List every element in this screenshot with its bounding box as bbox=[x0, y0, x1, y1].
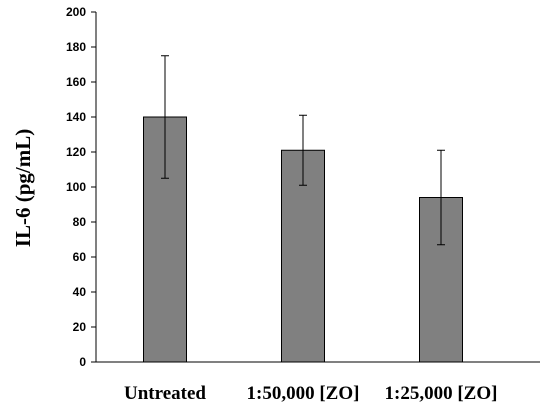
y-tick-label: 200 bbox=[66, 5, 86, 19]
axes bbox=[95, 12, 540, 363]
y-tick-label: 140 bbox=[66, 110, 86, 124]
y-tick-label: 0 bbox=[79, 355, 86, 369]
error-bars bbox=[161, 55, 445, 246]
y-axis-ticks: 0 20 40 60 80 100 120 140 160 180 200 bbox=[66, 5, 96, 369]
y-tick-label: 40 bbox=[73, 285, 87, 299]
y-tick-label: 60 bbox=[73, 250, 87, 264]
y-tick-label: 120 bbox=[66, 145, 86, 159]
x-axis-categories: Untreated 1:50,000 [ZO] 1:25,000 [ZO] bbox=[124, 383, 497, 404]
x-category-label: 1:50,000 [ZO] bbox=[247, 383, 360, 404]
y-tick-label: 180 bbox=[66, 40, 86, 54]
x-category-label: Untreated bbox=[124, 383, 206, 404]
y-tick-label: 20 bbox=[73, 320, 87, 334]
x-category-label: 1:25,000 [ZO] bbox=[385, 383, 498, 404]
y-tick-label: 80 bbox=[73, 215, 87, 229]
y-axis-title: IL-6 (pg/mL) bbox=[11, 129, 35, 247]
y-tick-label: 100 bbox=[66, 180, 86, 194]
y-tick-label: 160 bbox=[66, 75, 86, 89]
